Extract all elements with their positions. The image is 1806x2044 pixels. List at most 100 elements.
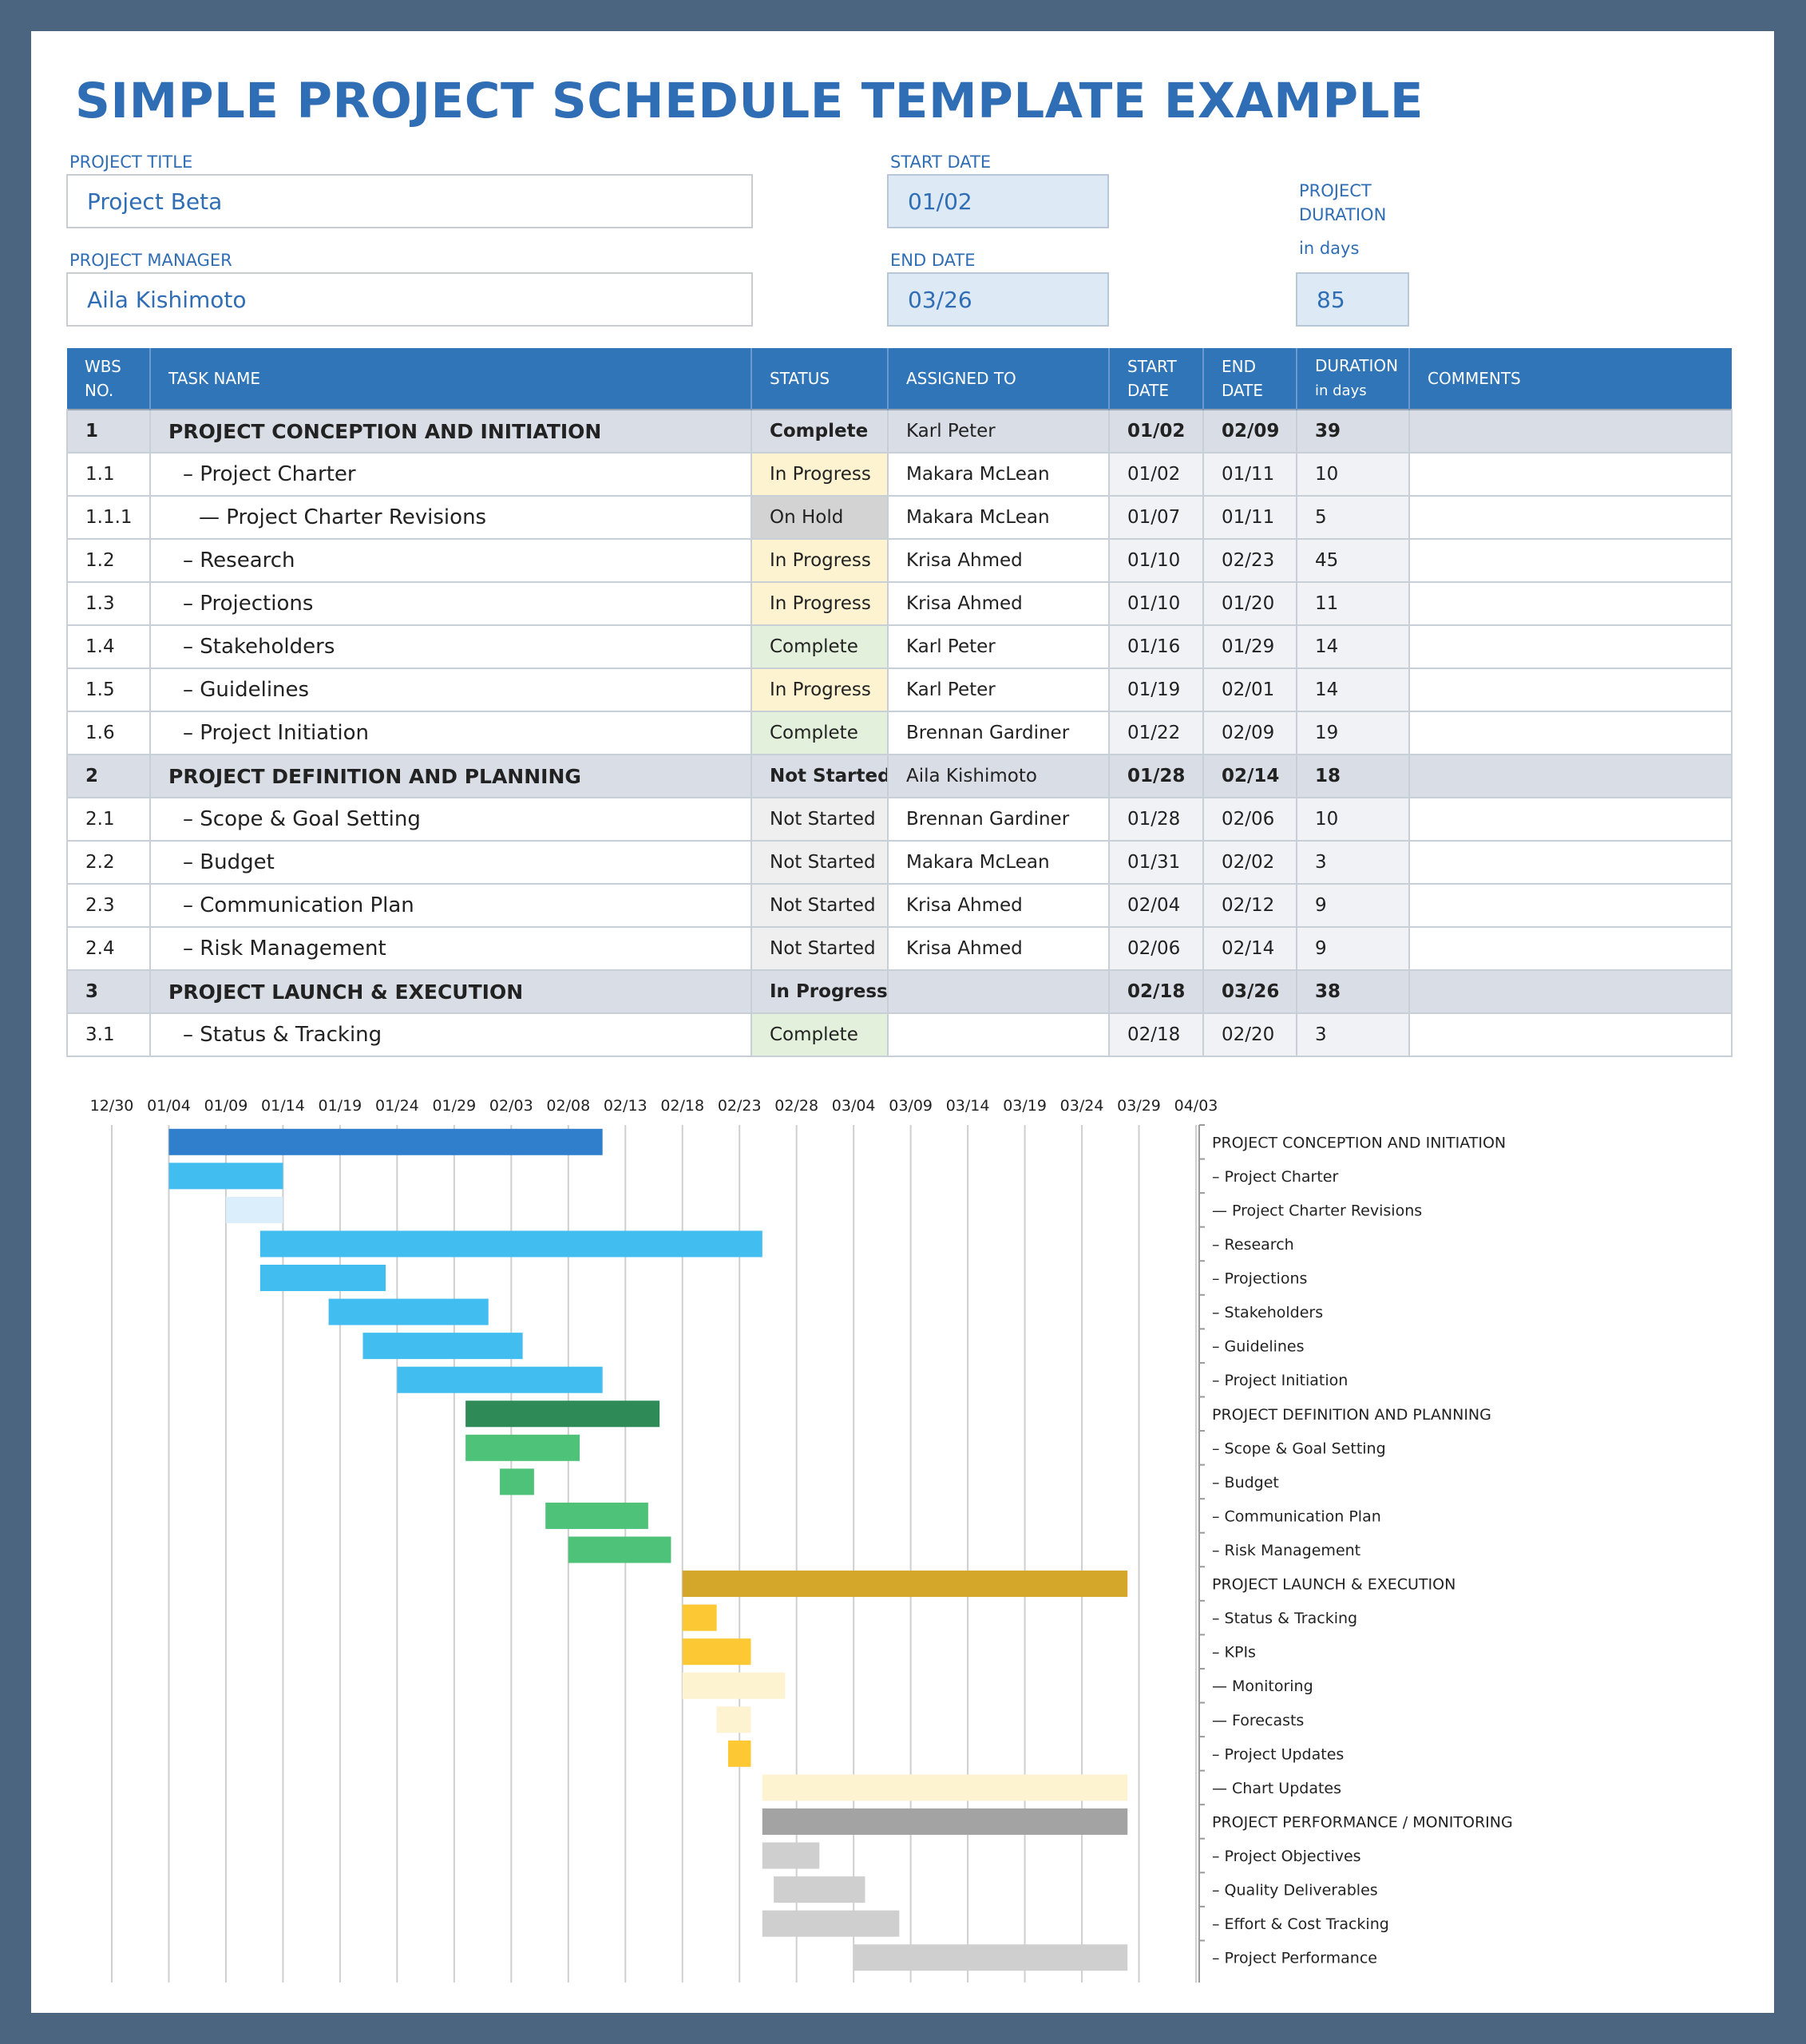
cell-duration: 3 bbox=[1297, 841, 1410, 885]
duration-label-3: in days bbox=[1299, 239, 1360, 258]
cell-wbs: 1.1 bbox=[66, 453, 151, 497]
cell-comments[interactable] bbox=[1409, 496, 1733, 540]
table-row[interactable]: 1.5– Guidelines In Progress Karl Peter 01/1… bbox=[66, 668, 1733, 712]
cell-start-date: 02/18 bbox=[1109, 969, 1204, 1014]
cell-end-date: 02/20 bbox=[1203, 1013, 1297, 1057]
project-title-field[interactable]: Project Beta bbox=[66, 174, 753, 228]
gantt-task-label: – Project Charter bbox=[1212, 1168, 1338, 1186]
cell-comments[interactable] bbox=[1409, 1013, 1733, 1057]
end-date-field[interactable]: 03/26 bbox=[887, 272, 1109, 327]
header-comments: COMMENTS bbox=[1409, 348, 1732, 410]
cell-end-date: 02/09 bbox=[1203, 711, 1297, 755]
cell-end-date: 02/14 bbox=[1203, 754, 1297, 798]
table-row[interactable]: 3.1– Status & Tracking Complete 02/18 02/20… bbox=[66, 1013, 1733, 1057]
start-date-label: START DATE bbox=[890, 153, 992, 172]
gantt-bar bbox=[682, 1571, 1128, 1598]
gantt-task-label: – Effort & Cost Tracking bbox=[1212, 1915, 1389, 1933]
cell-task-name: – Budget bbox=[150, 841, 752, 885]
cell-start-date: 01/22 bbox=[1109, 711, 1204, 755]
cell-comments[interactable] bbox=[1409, 927, 1733, 971]
table-phase-row[interactable]: 3 PROJECT LAUNCH & EXECUTION In Progress 02… bbox=[66, 969, 1733, 1014]
gantt-x-tick-label: 04/03 bbox=[1174, 1097, 1218, 1115]
cell-comments[interactable] bbox=[1409, 668, 1733, 712]
gantt-bar bbox=[545, 1502, 648, 1529]
end-date-label: END DATE bbox=[890, 251, 976, 270]
cell-duration: 14 bbox=[1297, 625, 1410, 669]
gantt-bar bbox=[397, 1366, 603, 1393]
table-row[interactable]: 2.3– Communication Plan Not Started Krisa … bbox=[66, 884, 1733, 928]
cell-task-name: – Guidelines bbox=[150, 668, 752, 712]
cell-assigned-to: Krisa Ahmed bbox=[888, 539, 1110, 583]
table-phase-row[interactable]: 2 PROJECT DEFINITION AND PLANNING Not Star… bbox=[66, 754, 1733, 798]
cell-comments[interactable] bbox=[1409, 625, 1733, 669]
cell-status: Complete bbox=[751, 1013, 889, 1057]
header-duration: DURATION in days bbox=[1297, 348, 1410, 410]
gantt-task-label: – Quality Deliverables bbox=[1212, 1882, 1378, 1899]
gantt-x-tick-label: 03/14 bbox=[946, 1097, 990, 1115]
gantt-task-labels: PROJECT CONCEPTION AND INITIATION – Proje… bbox=[1199, 1124, 1513, 1967]
cell-status: On Hold bbox=[751, 496, 889, 540]
gantt-task-label: PROJECT CONCEPTION AND INITIATION bbox=[1212, 1134, 1506, 1151]
cell-duration: 14 bbox=[1297, 668, 1410, 712]
table-row[interactable]: 1.6– Project Initiation Complete Brennan G… bbox=[66, 711, 1733, 755]
gantt-bar bbox=[682, 1672, 786, 1699]
cell-comments[interactable] bbox=[1409, 582, 1733, 626]
project-manager-field[interactable]: Aila Kishimoto bbox=[66, 272, 753, 327]
table-row[interactable]: 1.2– Research In Progress Krisa Ahmed 01/10… bbox=[66, 539, 1733, 583]
cell-task-name: – Status & Tracking bbox=[150, 1013, 752, 1057]
cell-assigned-to: Brennan Gardiner bbox=[888, 711, 1110, 755]
gantt-task-label: – Stakeholders bbox=[1212, 1304, 1323, 1321]
table-row[interactable]: 2.4– Risk Management Not Started Krisa Ahm… bbox=[66, 927, 1733, 971]
cell-assigned-to: Karl Peter bbox=[888, 625, 1110, 669]
cell-duration: 9 bbox=[1297, 884, 1410, 928]
cell-wbs: 2.1 bbox=[66, 798, 151, 842]
gantt-x-tick-label: 03/19 bbox=[1003, 1097, 1047, 1115]
cell-status: In Progress bbox=[751, 582, 889, 626]
cell-comments[interactable] bbox=[1409, 841, 1733, 885]
table-row[interactable]: 1.1.1— Project Charter Revisions On Hold M… bbox=[66, 496, 1733, 540]
table-row[interactable]: 1.1– Project Charter In Progress Makara Mc… bbox=[66, 453, 1733, 497]
cell-comments[interactable] bbox=[1409, 969, 1733, 1014]
cell-status: Not Started bbox=[751, 841, 889, 885]
duration-label-1: PROJECT bbox=[1299, 181, 1372, 200]
cell-comments[interactable] bbox=[1409, 453, 1733, 497]
cell-start-date: 02/06 bbox=[1109, 927, 1204, 971]
cell-start-date: 01/02 bbox=[1109, 453, 1204, 497]
cell-comments[interactable] bbox=[1409, 539, 1733, 583]
cell-comments[interactable] bbox=[1409, 884, 1733, 928]
cell-wbs: 2.3 bbox=[66, 884, 151, 928]
cell-status: Not Started bbox=[751, 884, 889, 928]
gantt-bar bbox=[762, 1910, 900, 1937]
cell-wbs: 2 bbox=[66, 754, 151, 798]
cell-duration: 11 bbox=[1297, 582, 1410, 626]
cell-comments[interactable] bbox=[1409, 409, 1733, 454]
gantt-bar bbox=[259, 1265, 386, 1292]
gantt-bars bbox=[168, 1128, 1128, 1971]
cell-comments[interactable] bbox=[1409, 798, 1733, 842]
gantt-bar bbox=[727, 1740, 751, 1767]
gantt-bar bbox=[328, 1298, 489, 1325]
table-row[interactable]: 2.2– Budget Not Started Makara McLean 01/31… bbox=[66, 841, 1733, 885]
gantt-task-label: – Communication Plan bbox=[1212, 1507, 1381, 1525]
cell-comments[interactable] bbox=[1409, 754, 1733, 798]
cell-assigned-to: Karl Peter bbox=[888, 668, 1110, 712]
cell-start-date: 01/02 bbox=[1109, 409, 1204, 454]
cell-wbs: 2.2 bbox=[66, 841, 151, 885]
gantt-x-tick-label: 01/24 bbox=[375, 1097, 419, 1115]
cell-comments[interactable] bbox=[1409, 711, 1733, 755]
cell-status: Complete bbox=[751, 625, 889, 669]
cell-assigned-to: Makara McLean bbox=[888, 453, 1110, 497]
header-end-date: END DATE bbox=[1203, 348, 1297, 410]
project-duration-field[interactable]: 85 bbox=[1296, 272, 1409, 327]
table-phase-row[interactable]: 1 PROJECT CONCEPTION AND INITIATION Comple… bbox=[66, 409, 1733, 454]
gantt-task-label: – Projections bbox=[1212, 1270, 1307, 1288]
start-date-field[interactable]: 01/02 bbox=[887, 174, 1109, 228]
table-row[interactable]: 1.3– Projections In Progress Krisa Ahmed 01… bbox=[66, 582, 1733, 626]
gantt-task-label: — Monitoring bbox=[1212, 1678, 1313, 1695]
header-status: STATUS bbox=[751, 348, 889, 410]
gantt-x-axis: 12/30 01/04 01/09 01/14 01/19 01/24 01/29 02/03… bbox=[90, 1097, 1218, 1983]
gantt-bar bbox=[716, 1706, 751, 1733]
cell-task-name: PROJECT CONCEPTION AND INITIATION bbox=[150, 409, 752, 454]
table-row[interactable]: 1.4– Stakeholders Complete Karl Peter 01/16… bbox=[66, 625, 1733, 669]
table-row[interactable]: 2.1– Scope & Goal Setting Not Started Bren… bbox=[66, 798, 1733, 842]
